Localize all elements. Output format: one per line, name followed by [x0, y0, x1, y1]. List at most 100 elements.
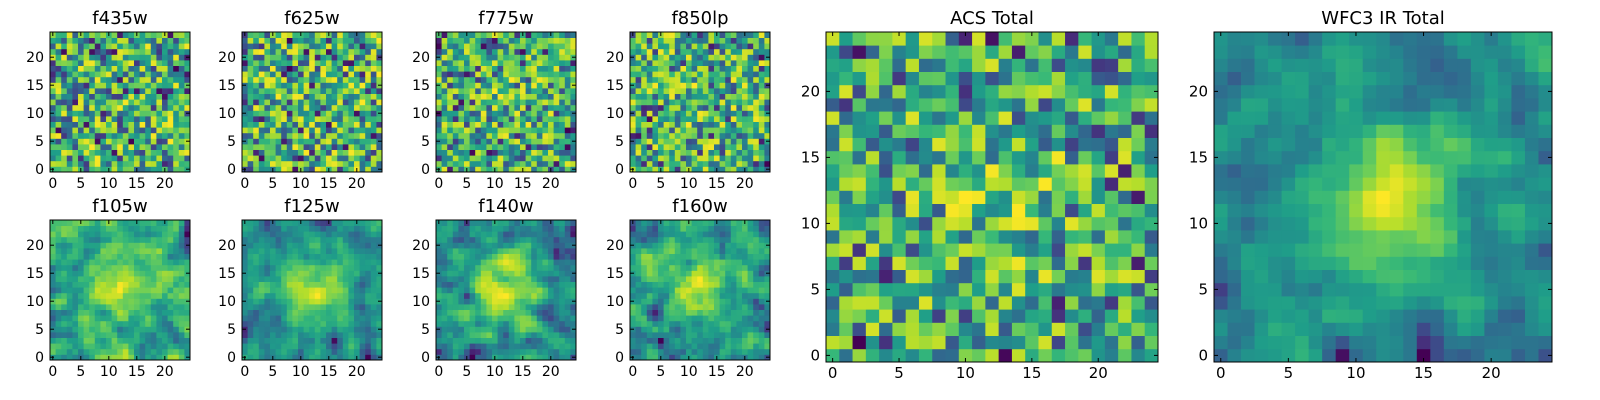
heatmap-cell	[270, 281, 276, 288]
heatmap-cell	[94, 337, 101, 344]
heatmap-cell	[286, 304, 293, 310]
heatmap-cell	[447, 332, 454, 338]
heatmap-cell	[452, 76, 459, 83]
heatmap-cell	[275, 110, 282, 117]
heatmap-cell	[658, 37, 664, 44]
heatmap-cell	[303, 315, 310, 322]
heatmap-cell	[275, 326, 282, 333]
heatmap-cell	[331, 315, 338, 322]
heatmap-cell	[264, 65, 271, 72]
heatmap-cell	[564, 76, 571, 83]
heatmap-cell	[553, 65, 560, 72]
heatmap-cell	[162, 242, 168, 249]
heatmap-cell	[150, 99, 157, 106]
heatmap-cell	[173, 88, 180, 94]
heatmap-cell	[447, 155, 454, 162]
heatmap-cell	[78, 138, 84, 145]
heatmap-cell	[139, 236, 146, 243]
heatmap-cell	[452, 155, 459, 162]
heatmap-cell	[264, 343, 271, 350]
heatmap-cell	[50, 60, 56, 66]
heatmap-cell	[742, 320, 748, 327]
heatmap-cell	[292, 99, 299, 106]
heatmap-cell	[365, 138, 372, 145]
heatmap-cell	[553, 264, 560, 271]
heatmap-cell	[669, 82, 676, 89]
heatmap-cell	[89, 71, 96, 78]
heatmap-cell	[486, 88, 493, 94]
heatmap-cell	[117, 287, 124, 294]
heatmap-cell	[730, 160, 737, 167]
heatmap-cell	[674, 110, 681, 117]
heatmap-cell	[480, 149, 487, 156]
heatmap-cell	[702, 354, 709, 361]
heatmap-cell	[436, 43, 442, 50]
heatmap-cell	[139, 37, 146, 44]
heatmap-cell	[508, 343, 515, 350]
heatmap-cell	[520, 93, 526, 100]
heatmap-cell	[264, 236, 271, 243]
heatmap-cell	[354, 144, 360, 150]
heatmap-cell	[89, 236, 96, 243]
heatmap-cell	[111, 231, 118, 238]
heatmap-cell	[725, 160, 732, 167]
heatmap-cell	[376, 292, 383, 299]
heatmap-cell	[436, 127, 442, 134]
heatmap-cell	[66, 354, 73, 361]
heatmap-cell	[78, 253, 84, 260]
heatmap-cell	[764, 43, 771, 50]
heatmap-cell	[100, 65, 107, 72]
heatmap-cell	[758, 60, 765, 66]
heatmap-cell	[145, 242, 152, 249]
heatmap-cell	[730, 82, 737, 89]
heatmap-cell	[359, 160, 366, 167]
heatmap-cell	[680, 320, 687, 327]
heatmap-cell	[464, 104, 470, 111]
heatmap-cell	[559, 54, 566, 61]
heatmap-cell	[630, 127, 636, 134]
heatmap-cell	[184, 315, 191, 322]
heatmap-cell	[646, 99, 653, 106]
heatmap-cell	[331, 65, 338, 72]
heatmap-cell	[309, 309, 316, 316]
heatmap-cell	[275, 144, 282, 150]
heatmap-cell	[94, 320, 101, 327]
heatmap-cell	[469, 298, 476, 305]
heatmap-cell	[72, 54, 79, 61]
heatmap-cell	[464, 82, 470, 89]
heatmap-cell	[469, 138, 476, 145]
heatmap-cell	[83, 37, 90, 44]
heatmap-cell	[674, 60, 681, 66]
heatmap-cell	[492, 71, 498, 78]
heatmap-cell	[365, 259, 372, 266]
heatmap-cell	[281, 236, 288, 243]
heatmap-cell	[691, 138, 698, 145]
heatmap-cell	[531, 121, 538, 128]
heatmap-cell	[150, 332, 157, 338]
heatmap-cell	[55, 121, 62, 128]
heatmap-cell	[150, 304, 157, 310]
heatmap-cell	[570, 248, 577, 254]
heatmap-cell	[331, 155, 338, 162]
heatmap-cell	[100, 343, 107, 350]
heatmap-cell	[492, 144, 498, 150]
heatmap-cell	[514, 304, 521, 310]
heatmap-cell	[89, 309, 96, 316]
heatmap-cell	[441, 37, 448, 44]
heatmap-cell	[365, 281, 372, 288]
heatmap-cell	[564, 242, 571, 249]
heatmap-cell	[503, 166, 510, 173]
heatmap-cell	[525, 127, 532, 134]
heatmap-cell	[725, 337, 732, 344]
heatmap-cell	[50, 287, 56, 294]
heatmap-cell	[253, 270, 260, 277]
heatmap-cell	[730, 343, 737, 350]
heatmap-cell	[55, 259, 62, 266]
heatmap-cell	[66, 231, 73, 238]
heatmap-cell	[702, 276, 709, 282]
heatmap-cell	[253, 166, 260, 173]
heatmap-cell	[719, 99, 726, 106]
heatmap-cell	[117, 121, 124, 128]
heatmap-cell	[447, 144, 454, 150]
heatmap-cell	[178, 144, 185, 150]
